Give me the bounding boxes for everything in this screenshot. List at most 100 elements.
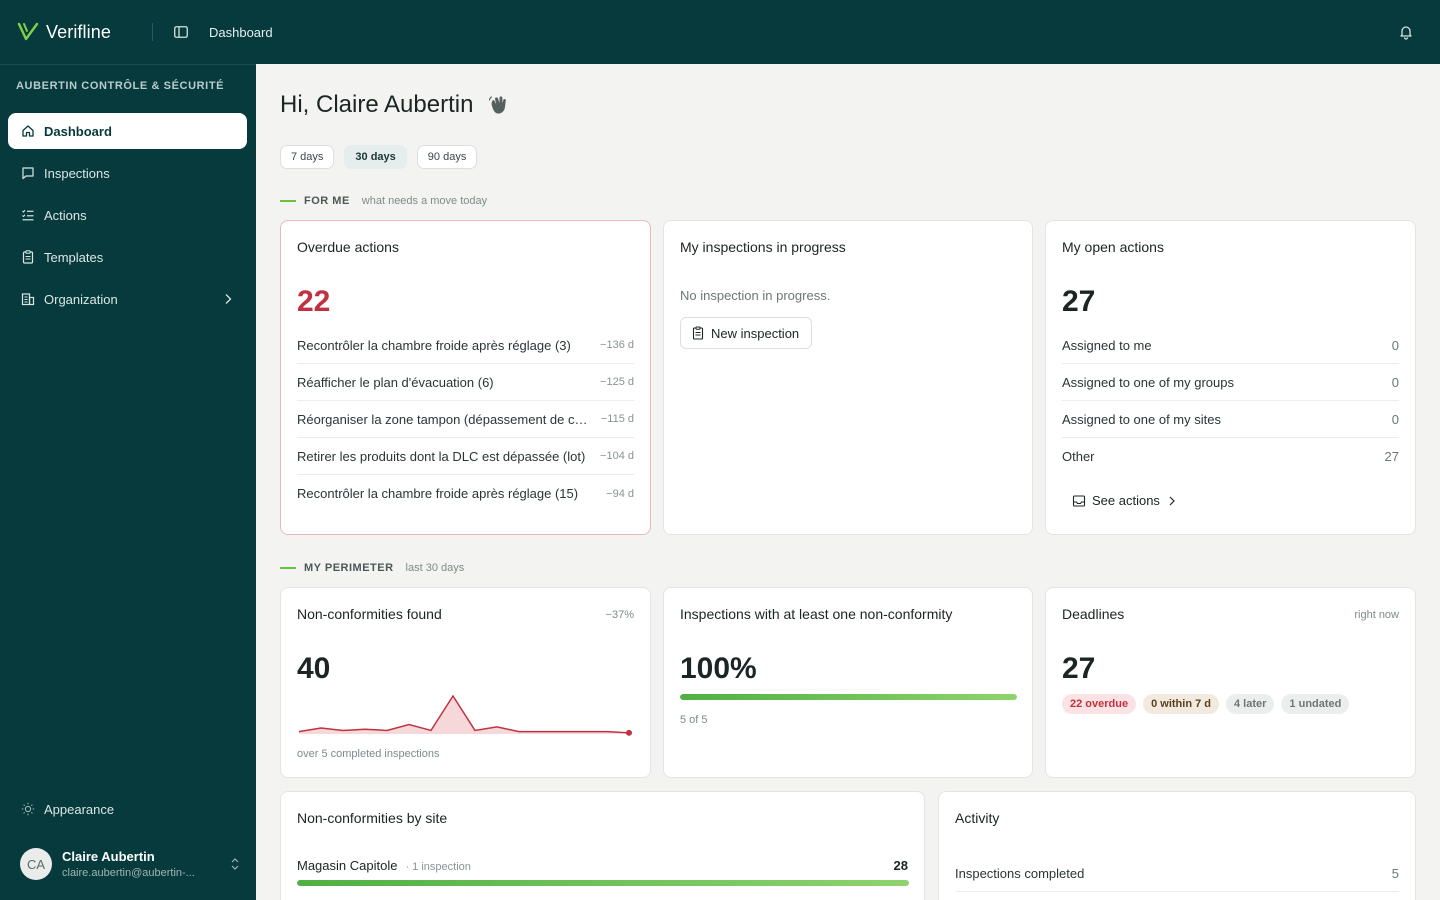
list-item[interactable]: Recontrôler la chambre froide après régl… [297, 327, 634, 364]
list-item: Assigned to one of my sites 0 [1062, 401, 1399, 438]
activity-card: Activity Inspections completed 5 [938, 791, 1416, 900]
inspections-icon [20, 165, 36, 181]
list-item[interactable]: Retirer les produits dont la DLC est dép… [297, 438, 634, 475]
card-title: My inspections in progress [680, 239, 846, 255]
appearance-toggle[interactable]: Appearance [20, 801, 114, 817]
verifline-logo-icon [17, 22, 39, 41]
breakdown-value: 0 [1391, 411, 1399, 427]
period-7-days[interactable]: 7 days [280, 145, 335, 169]
sidebar-item-label: Organization [44, 291, 118, 307]
section-subtitle: last 30 days [405, 562, 465, 574]
user-menu[interactable]: CA Claire Aubertin claire.aubertin@auber… [20, 848, 240, 880]
list-item: Inspections completed 5 [955, 855, 1399, 892]
nonconformities-by-site-card: Non-conformities by site Magasin Capitol… [280, 791, 925, 900]
action-title: Recontrôler la chambre froide après régl… [297, 486, 579, 501]
list-item[interactable]: Réafficher le plan d'évacuation (6) −125 … [297, 364, 634, 401]
clipboard-icon [692, 326, 704, 340]
list-item: Assigned to one of my groups 0 [1062, 364, 1399, 401]
sparkline-line [298, 694, 630, 734]
top-divider [152, 23, 153, 41]
nonconformities-count: 40 [297, 652, 331, 685]
card-title: Deadlines [1062, 606, 1125, 622]
chevron-up-down-icon [231, 858, 239, 870]
days-overdue: −136 d [600, 339, 634, 351]
see-actions-link[interactable]: See actions [1072, 493, 1176, 508]
card-title: Overdue actions [297, 239, 399, 255]
activity-value: 5 [1391, 865, 1399, 881]
bell-icon[interactable] [1398, 24, 1414, 40]
overdue-list: Recontrôler la chambre froide après régl… [297, 327, 634, 512]
nc-rate-progress [680, 694, 1017, 700]
card-title: Inspections with at least one non-confor… [680, 606, 953, 622]
new-inspection-button[interactable]: New inspection [680, 317, 813, 349]
deadlines-card: Deadlines right now 27 22 overdue 0 with… [1045, 587, 1416, 778]
sidebar-nav: Dashboard Inspections Actions Templates … [8, 113, 247, 323]
chevron-right-icon [1169, 496, 1175, 505]
overdue-count: 22 [297, 285, 331, 318]
brand-logo[interactable]: Verifline [16, 20, 134, 44]
period-30-days[interactable]: 30 days [344, 145, 407, 169]
link-label: See actions [1092, 493, 1160, 508]
badge-overdue[interactable]: 22 overdue [1062, 694, 1137, 714]
days-overdue: −94 d [606, 487, 634, 500]
open-actions-card: My open actions 27 Assigned to me 0 Assig… [1045, 220, 1416, 535]
building-icon [20, 291, 36, 307]
days-overdue: −125 d [600, 376, 634, 388]
sidebar-item-inspections[interactable]: Inspections [8, 155, 247, 191]
main-content: Hi, Claire Aubertin 7 days 30 days 90 da… [256, 64, 1440, 900]
period-selector: 7 days 30 days 90 days [280, 145, 487, 169]
sidebar-item-actions[interactable]: Actions [8, 197, 247, 233]
sidebar-item-dashboard[interactable]: Dashboard [8, 113, 247, 149]
sparkline-area [299, 696, 629, 734]
sidebar-item-organization[interactable]: Organization [8, 281, 247, 317]
deadline-badges: 22 overdue 0 within 7 d 4 later 1 undate… [1062, 694, 1356, 714]
section-subtitle: what needs a move today [361, 195, 488, 207]
site-progress [297, 880, 909, 886]
sidebar-toggle-icon[interactable] [173, 25, 189, 39]
appearance-label: Appearance [44, 801, 115, 817]
templates-icon [20, 249, 36, 265]
sidebar-item-label: Actions [44, 207, 87, 223]
actions-list-icon [20, 207, 36, 223]
inspections-in-progress-card: My inspections in progress No inspection… [663, 220, 1033, 535]
breakdown-label: Assigned to one of my sites [1062, 411, 1221, 427]
nc-rate-value: 100% [680, 652, 757, 685]
sidebar: AUBERTIN CONTRÔLE & SÉCURITÉ Dashboard I… [0, 64, 256, 900]
user-name: Claire Aubertin [62, 849, 155, 864]
empty-state-text: No inspection in progress. [680, 288, 831, 303]
breakdown-value: 0 [1391, 337, 1399, 353]
inbox-icon [1072, 494, 1086, 507]
badge-undated[interactable]: 1 undated [1281, 694, 1350, 714]
organization-name[interactable]: AUBERTIN CONTRÔLE & SÉCURITÉ [16, 80, 225, 92]
list-item[interactable]: Recontrôler la chambre froide après régl… [297, 475, 634, 512]
sidebar-item-templates[interactable]: Templates [8, 239, 247, 275]
deadlines-count: 27 [1062, 652, 1096, 685]
action-title: Recontrôler la chambre froide après régl… [297, 337, 571, 353]
section-for-me: FOR ME what needs a move today [280, 195, 487, 207]
breakdown-value: 27 [1384, 449, 1399, 464]
top-bar: Verifline Dashboard [0, 0, 1440, 64]
footnote: over 5 completed inspections [297, 748, 440, 760]
user-email: claire.aubertin@aubertin-... [62, 867, 195, 879]
breakdown-value: 0 [1391, 374, 1399, 390]
nonconformities-card: Non-conformities found −37% 40 over 5 co… [280, 587, 651, 778]
home-icon [20, 123, 36, 139]
sidebar-item-label: Templates [44, 249, 104, 265]
section-accent [280, 200, 296, 202]
progress-fill [297, 880, 909, 886]
brand-name: Verifline [46, 21, 111, 42]
site-row[interactable]: Magasin Capitole · 1 inspection 28 [297, 858, 908, 873]
breadcrumb: Dashboard [209, 24, 273, 40]
days-overdue: −104 d [600, 450, 634, 462]
badge-within-7-days[interactable]: 0 within 7 d [1143, 694, 1219, 714]
card-title: Non-conformities found [297, 606, 442, 622]
section-accent [280, 567, 296, 569]
days-overdue: −115 d [600, 413, 634, 425]
section-title: FOR ME [304, 195, 350, 207]
footnote: 5 of 5 [680, 714, 708, 726]
button-label: New inspection [711, 325, 800, 341]
list-item[interactable]: Réorganiser la zone tampon (dépassement … [297, 401, 634, 438]
badge-later[interactable]: 4 later [1226, 694, 1275, 714]
period-90-days[interactable]: 90 days [416, 145, 478, 169]
deadlines-timeframe: right now [1354, 609, 1399, 621]
